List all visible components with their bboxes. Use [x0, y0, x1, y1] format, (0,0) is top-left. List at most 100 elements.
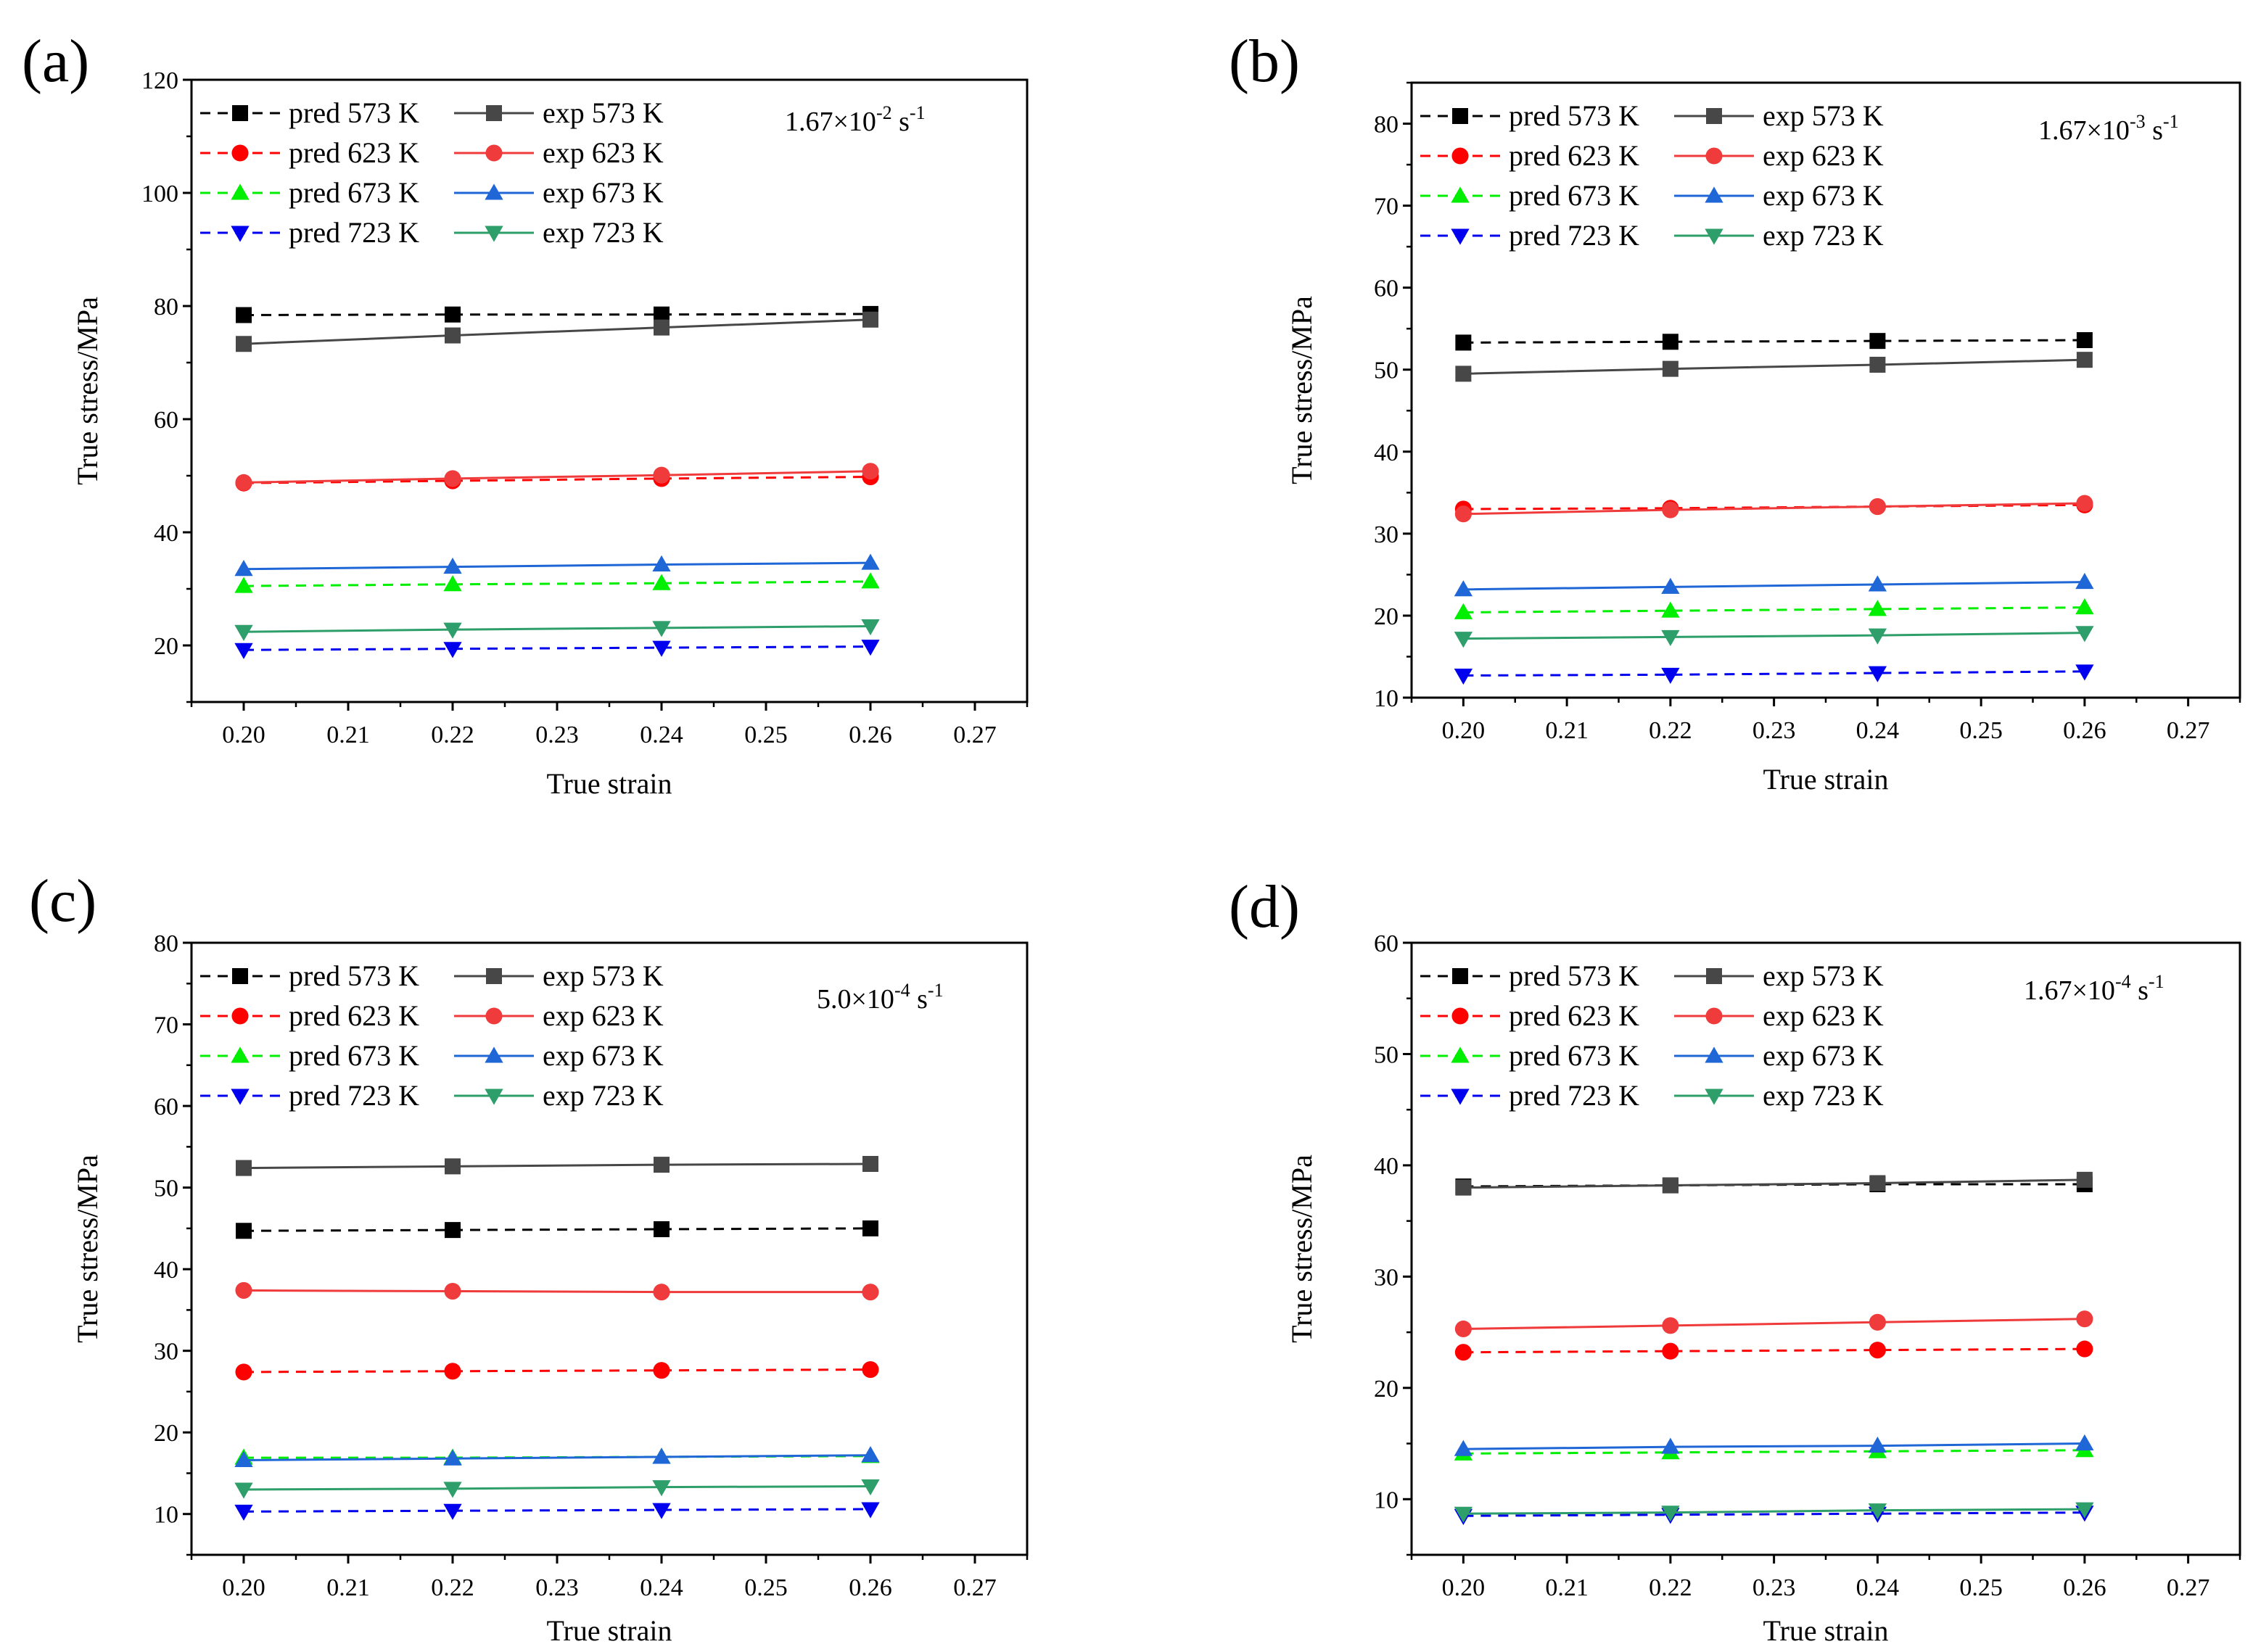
legend-marker	[485, 1046, 503, 1063]
y-tick-label: 10	[154, 1502, 178, 1529]
series-exp-623-k	[235, 463, 879, 491]
legend-marker	[485, 183, 503, 200]
legend-label: pred 723 K	[289, 1079, 419, 1112]
data-point	[2075, 572, 2094, 590]
y-axis-title: True stress/MPa	[71, 1155, 104, 1343]
data-point	[1662, 1317, 1679, 1334]
panel-label: (b)	[1229, 28, 1300, 95]
data-point	[861, 1446, 880, 1463]
legend-label: exp 673 K	[1763, 179, 1884, 212]
y-tick-label: 80	[154, 294, 178, 321]
legend-marker	[231, 183, 250, 200]
series-line	[1463, 581, 2085, 591]
series-line	[243, 470, 871, 484]
x-tick-label: 0.20	[1442, 1574, 1486, 1601]
y-tick-label: 30	[1374, 521, 1399, 548]
data-point	[444, 470, 461, 487]
data-point	[1869, 1175, 1886, 1191]
x-tick-label: 0.23	[1752, 717, 1796, 744]
legend-marker	[232, 105, 248, 121]
x-tick-label: 0.21	[1545, 717, 1589, 744]
data-point	[2076, 1310, 2093, 1328]
legend-marker	[1451, 1046, 1470, 1063]
series-exp-723-k	[234, 619, 880, 641]
x-tick-label: 0.25	[744, 722, 788, 748]
series-line	[243, 624, 871, 633]
legend-entry: pred 623 K	[200, 136, 419, 169]
data-point	[443, 1482, 462, 1498]
legend-entry: exp 573 K	[454, 959, 664, 992]
data-point	[2076, 495, 2093, 512]
x-axis-title: True strain	[547, 1614, 672, 1647]
data-point	[1868, 600, 1887, 616]
chart-panel-d: (d) 10 20 30 40 50 60 0.20 0.21 0.22 0.23 0.24 0.25 0…	[1229, 873, 2241, 1647]
series-line	[1463, 1178, 2085, 1189]
data-point	[652, 640, 671, 657]
series-line	[243, 1508, 871, 1513]
legend-entry: pred 673 K	[200, 176, 419, 209]
y-tick-label: 70	[1374, 194, 1399, 220]
x-axis-title: True strain	[1763, 763, 1889, 796]
data-point	[444, 1282, 461, 1300]
y-tick-label: 40	[154, 520, 178, 547]
data-point	[2075, 664, 2094, 681]
legend-marker	[231, 226, 250, 242]
data-point	[862, 1155, 878, 1172]
legend-label: pred 623 K	[289, 999, 419, 1032]
legend-marker	[232, 968, 248, 984]
x-tick-label: 0.22	[1649, 717, 1692, 744]
legend-entry: pred 623 K	[200, 999, 419, 1032]
data-point	[236, 1160, 252, 1176]
series-exp-723-k	[1454, 1502, 2094, 1523]
data-point	[235, 1363, 252, 1381]
data-point	[2075, 626, 2094, 643]
series-line	[1463, 358, 2085, 375]
series-pred-573-k	[236, 305, 878, 323]
data-point	[234, 1504, 253, 1521]
legend-label: pred 673 K	[289, 1039, 419, 1072]
data-point	[236, 1223, 252, 1239]
data-point	[653, 1284, 670, 1301]
legend-label: exp 573 K	[1763, 99, 1884, 132]
data-point	[1661, 629, 1680, 646]
legend-label: pred 723 K	[1509, 219, 1639, 252]
data-point	[443, 1449, 462, 1466]
x-tick-label: 0.22	[431, 1574, 474, 1601]
x-tick-label: 0.24	[640, 722, 683, 748]
legend-marker	[485, 1007, 503, 1025]
data-point	[445, 1158, 461, 1175]
legend-label: pred 673 K	[1509, 179, 1639, 212]
legend-label: exp 673 K	[543, 176, 664, 209]
strain-rate-annotation: 1.67×10-2 s-1	[785, 102, 926, 137]
data-point	[2076, 332, 2093, 349]
legend-marker	[1706, 968, 1722, 984]
panel-label: (d)	[1229, 873, 1300, 941]
data-point	[2076, 1340, 2093, 1358]
legend-entry: exp 573 K	[454, 96, 664, 129]
data-point	[234, 1482, 253, 1499]
chart-panel-b: (b) 10 20 30 40 50 60 70 80 0.20 0.21 0.22 0.23 0.24 0…	[1229, 28, 2241, 796]
data-point	[1869, 498, 1886, 516]
legend-entry: exp 573 K	[1674, 959, 1884, 992]
x-tick-label: 0.22	[431, 722, 474, 748]
data-point	[862, 1360, 879, 1379]
series-pred-723-k	[1454, 664, 2094, 685]
x-tick-label: 0.20	[1442, 717, 1486, 744]
data-point	[1455, 1179, 1472, 1196]
data-point	[236, 307, 252, 323]
data-point	[654, 1221, 670, 1237]
legend-label: pred 573 K	[289, 959, 419, 992]
legend-entry: exp 723 K	[1674, 219, 1884, 252]
data-point	[445, 306, 461, 323]
y-tick-label: 50	[1374, 358, 1399, 384]
series-pred-623-k	[1454, 1340, 2093, 1361]
data-point	[234, 577, 253, 593]
legend-entry: pred 623 K	[1420, 139, 1639, 172]
series-line	[243, 580, 871, 587]
legend-entry: pred 573 K	[1420, 99, 1639, 132]
series-line	[243, 1484, 871, 1491]
data-point	[1662, 501, 1679, 519]
series-line	[243, 1162, 871, 1170]
series-pred-723-k	[234, 1502, 880, 1521]
